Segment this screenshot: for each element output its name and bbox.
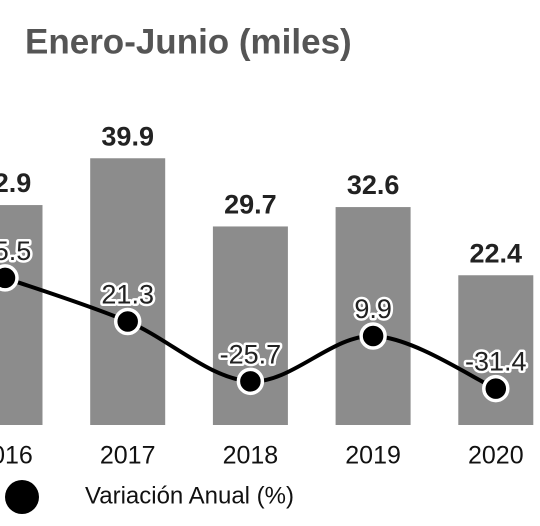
- bar: [0, 205, 43, 425]
- legend-label: Variación Anual (%): [85, 482, 294, 509]
- line-value-label: -31.4: [465, 347, 527, 377]
- x-tick-label: 2018: [223, 442, 279, 470]
- line-marker: [359, 322, 387, 350]
- bar-value-label: 39.9: [101, 121, 154, 151]
- line-marker: [236, 367, 265, 396]
- labels: 32.9 39.9 29.7 32.6 22.4 55.5 21.3 -25.7 9.9 -31.…: [0, 121, 529, 379]
- bar: [212, 226, 288, 425]
- bar-value-label: 22.4: [470, 238, 523, 268]
- x-tick-label: 2020: [468, 442, 524, 470]
- bar-value-label: 32.6: [347, 170, 400, 200]
- legend-marker: [5, 480, 39, 514]
- line-value-label: -25.7: [220, 339, 282, 369]
- line-value-label: 9.9: [354, 294, 392, 324]
- bar-value-label: 29.7: [224, 190, 277, 220]
- x-tick-label: 2019: [345, 442, 401, 470]
- line-layer: [0, 264, 510, 403]
- line-marker: [482, 374, 510, 403]
- x-tick-label: 2016: [0, 442, 33, 470]
- bar: [90, 158, 166, 425]
- chart-title: Enero-Junio (miles): [25, 22, 352, 61]
- bar-value-label: 32.9: [0, 168, 31, 198]
- line-marker: [0, 264, 19, 292]
- bar: [335, 207, 411, 425]
- line-value-label: 21.3: [101, 280, 154, 310]
- line-marker: [113, 307, 142, 336]
- line-value-label: 55.5: [0, 236, 31, 266]
- x-tick-label: 2017: [100, 442, 156, 470]
